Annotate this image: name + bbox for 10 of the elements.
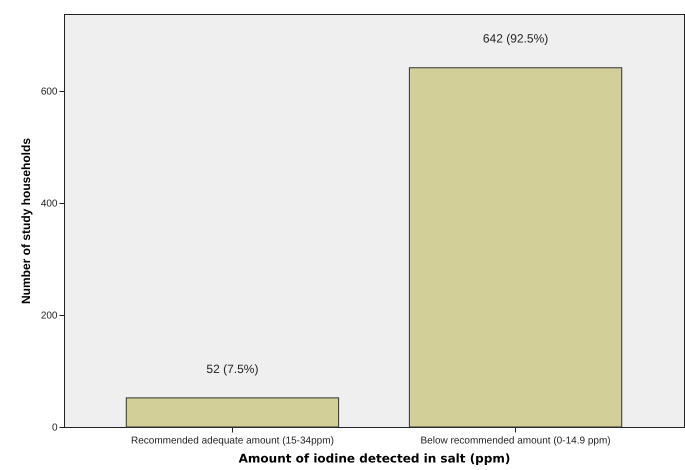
y-tick-label: 200 <box>40 310 58 322</box>
data-label: 642 (92.5%) <box>482 32 548 46</box>
y-tick-label: 0 <box>52 422 58 434</box>
y-tick-label: 600 <box>40 86 58 98</box>
x-axis-title: Amount of iodine detected in salt (ppm) <box>238 452 510 466</box>
x-tick-label: Below recommended amount (0-14.9 ppm) <box>420 436 611 446</box>
y-axis-title: Number of study households <box>18 138 33 304</box>
y-tick-label: 400 <box>40 198 58 210</box>
data-label: 52 (7.5%) <box>206 362 258 376</box>
x-tick-label: Recommended adequate amount (15-34ppm) <box>130 436 334 446</box>
